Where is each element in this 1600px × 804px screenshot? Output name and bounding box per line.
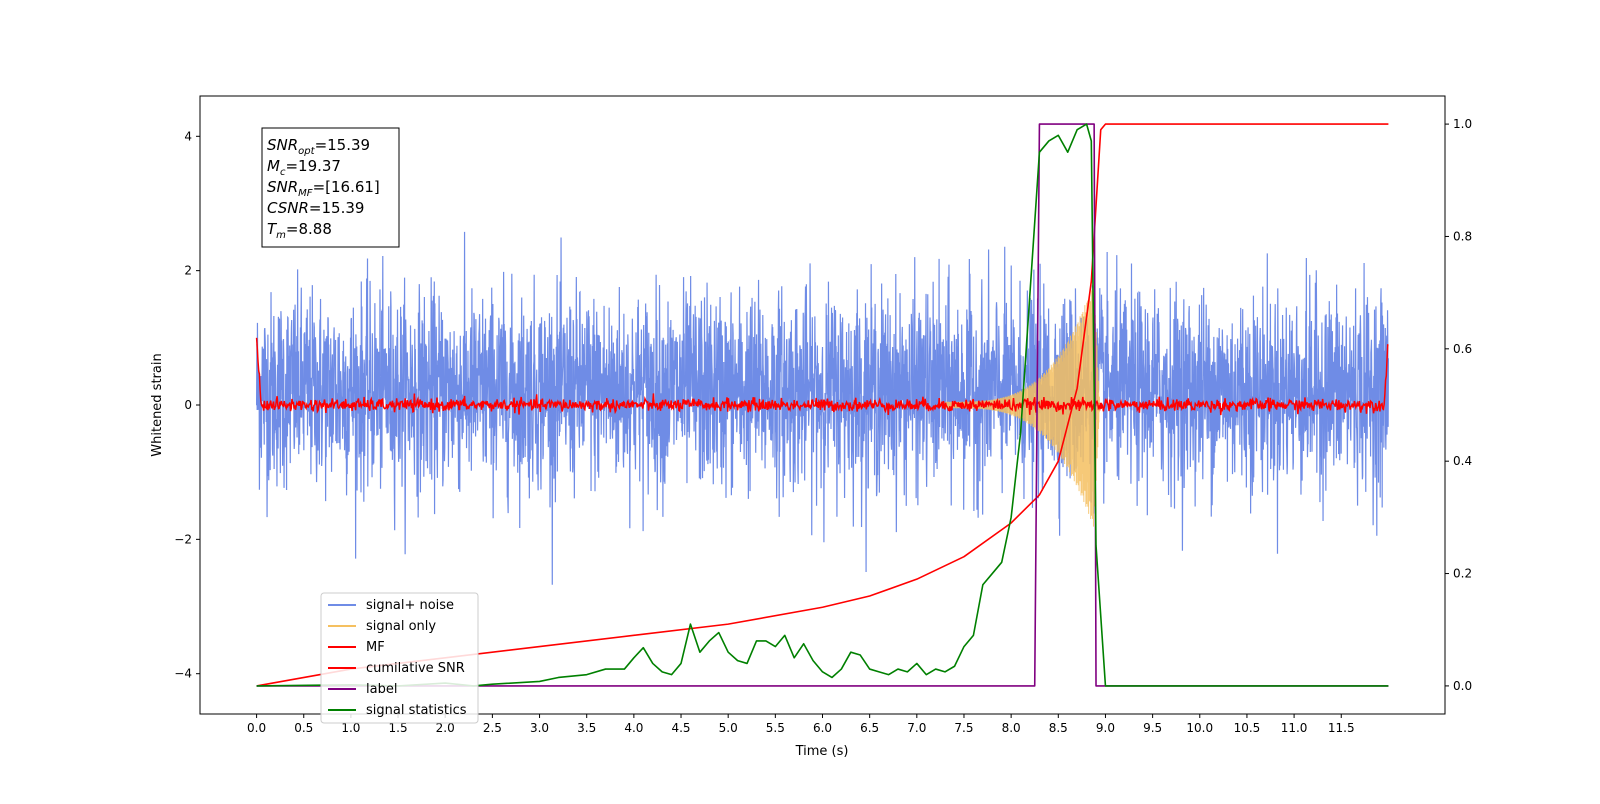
annotation-line: SNRMF=[16.61] (267, 178, 380, 199)
y2-tick-label: 0.4 (1453, 454, 1472, 468)
y-tick-label: 4 (184, 129, 192, 143)
x-tick-label: 9.5 (1143, 721, 1162, 735)
x-tick-label: 11.5 (1328, 721, 1355, 735)
x-tick-label: 3.0 (530, 721, 549, 735)
x-tick-label: 9.0 (1096, 721, 1115, 735)
x-tick-label: 0.5 (294, 721, 313, 735)
series-mf (255, 337, 1389, 416)
legend-label: label (366, 682, 397, 697)
x-tick-label: 8.5 (1049, 721, 1068, 735)
x-tick-label: 10.0 (1186, 721, 1213, 735)
x-tick-label: 0.0 (247, 721, 266, 735)
legend-label: signal statistics (366, 703, 467, 718)
annotation-line: SNRopt=15.39 (267, 136, 370, 157)
x-tick-label: 6.5 (860, 721, 879, 735)
y-tick-label: −2 (174, 532, 192, 546)
x-tick-label: 10.5 (1234, 721, 1261, 735)
x-tick-label: 5.0 (719, 721, 738, 735)
legend-label: signal only (366, 619, 436, 634)
y2-tick-label: 0.8 (1453, 229, 1472, 243)
y-axis-label: Whitened strain (150, 353, 165, 456)
y2-tick-label: 1.0 (1453, 117, 1472, 131)
legend: signal+ noise signal only MF cumilative SNR… (320, 592, 479, 724)
x-tick-label: 2.5 (483, 721, 502, 735)
legend-frame (320, 592, 479, 724)
y-tick-label: 2 (184, 264, 192, 278)
annotation-line: Tm=8.88 (267, 220, 332, 241)
legend-label: MF (366, 640, 385, 655)
series-layer (255, 123, 1390, 687)
y2-tick-label: 0.0 (1453, 679, 1472, 693)
y-axis-right: 0.0 0.2 0.4 0.6 0.8 1.0 (1445, 117, 1472, 693)
x-tick-label: 11.0 (1281, 721, 1308, 735)
y-tick-label: −4 (174, 667, 192, 681)
annotation-line: CSNR=15.39 (267, 199, 364, 217)
series-signal-noise (255, 231, 1390, 585)
x-tick-label: 4.5 (671, 721, 690, 735)
annotation-frame (261, 127, 400, 248)
legend-label: signal+ noise (366, 598, 454, 613)
x-tick-label: 8.0 (1002, 721, 1021, 735)
annotation-line: Mc=19.37 (267, 157, 341, 178)
x-tick-label: 7.5 (954, 721, 973, 735)
x-tick-label: 6.0 (813, 721, 832, 735)
y-axis-left: −4 −2 0 2 4 (174, 129, 200, 681)
x-tick-label: 2.0 (436, 721, 455, 735)
series-signal-statistics (256, 123, 1389, 687)
x-tick-label: 1.5 (389, 721, 408, 735)
x-axis: 0.0 0.5 1.0 1.5 2.0 2.5 3.0 3.5 4.0 4.5 5.0 5.5 6.0 6… (247, 714, 1355, 735)
x-tick-label: 4.0 (624, 721, 643, 735)
y-tick-label: 0 (184, 398, 192, 412)
legend-label: cumilative SNR (366, 661, 465, 676)
x-tick-label: 5.5 (766, 721, 785, 735)
x-tick-label: 1.0 (341, 721, 360, 735)
x-tick-label: 3.5 (577, 721, 596, 735)
y2-tick-label: 0.2 (1453, 567, 1472, 581)
y2-tick-label: 0.6 (1453, 342, 1472, 356)
x-tick-label: 7.0 (907, 721, 926, 735)
x-axis-label: Time (s) (795, 744, 849, 759)
annotation-box: SNRopt=15.39Mc=19.37SNRMF=[16.61]CSNR=15… (261, 127, 400, 248)
